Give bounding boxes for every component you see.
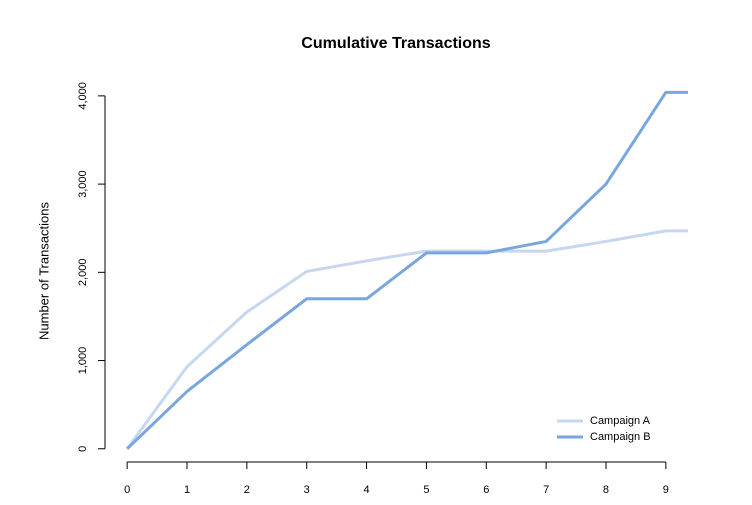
legend-label: Campaign A: [590, 415, 651, 427]
x-tick-label: 6: [483, 484, 489, 496]
x-tick-label: 8: [603, 484, 609, 496]
data-line: [125, 229, 688, 450]
x-tick-label: 0: [124, 484, 130, 496]
x-tick-label: 4: [364, 484, 370, 496]
y-tick-label: 2,000: [77, 259, 89, 287]
x-tick-label: 3: [304, 484, 310, 496]
x-tick-label: 7: [543, 484, 549, 496]
plot-area: [125, 90, 688, 450]
legend-label: Campaign B: [590, 431, 651, 443]
x-tick-label: 1: [184, 484, 190, 496]
x-tick-label: 9: [663, 484, 669, 496]
x-tick-label: 5: [423, 484, 429, 496]
y-tick-label: 1,000: [77, 347, 89, 375]
data-line: [126, 90, 688, 450]
y-axis-label: Number of Transactions: [36, 202, 51, 341]
x-tick-label: 2: [244, 484, 250, 496]
y-tick-label: 3,000: [77, 170, 89, 198]
y-tick-label: 0: [77, 446, 89, 452]
y-tick-label: 4,000: [77, 82, 89, 110]
chart-title: Cumulative Transactions: [301, 35, 490, 52]
